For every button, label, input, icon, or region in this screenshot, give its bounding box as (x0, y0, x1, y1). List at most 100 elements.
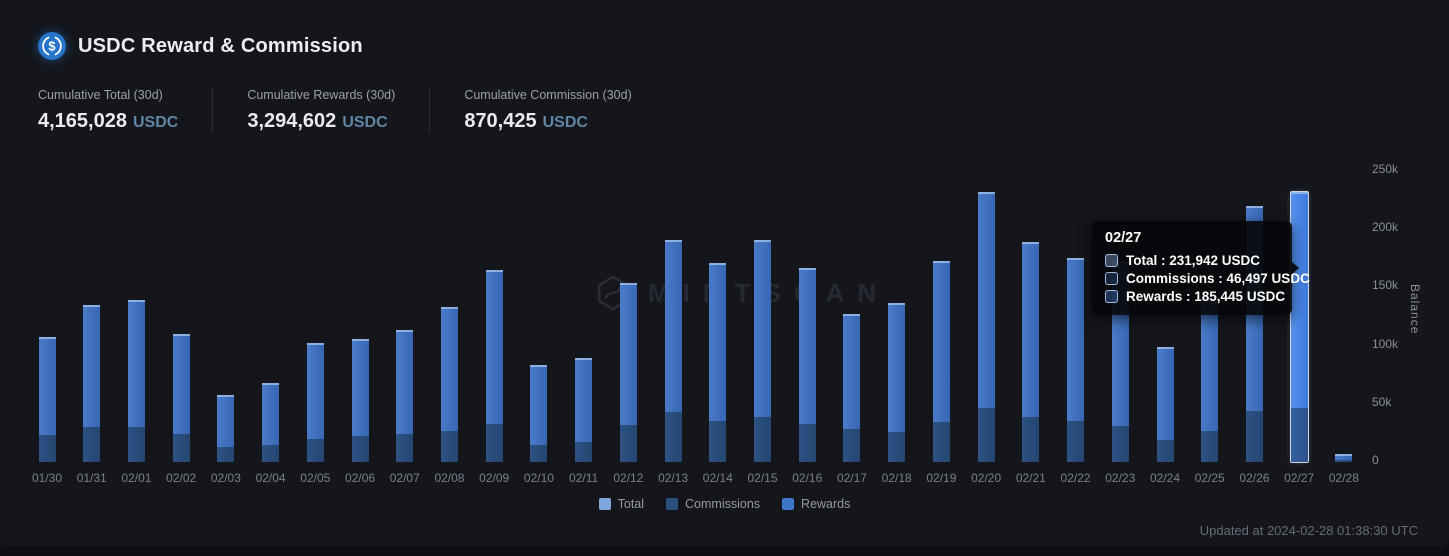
x-axis-label: 02/25 (1194, 471, 1225, 485)
legend-marker (598, 498, 611, 510)
chart-bar-0217[interactable] (843, 314, 861, 462)
commission-segment (932, 422, 950, 462)
legend-label: Total (617, 497, 645, 511)
stat-value: 3,294,602 (247, 110, 337, 132)
legend-marker (666, 498, 679, 510)
tooltip-row-total: Total : 231,942 USDC (1105, 253, 1279, 268)
commission-segment (1201, 430, 1219, 462)
chart-bar-0130[interactable] (38, 337, 56, 462)
chart-bar-0211[interactable] (575, 358, 593, 462)
x-axis-label: 02/28 (1328, 471, 1359, 485)
chart-bar-0215[interactable] (754, 239, 772, 462)
legend-item-commissions[interactable]: Commissions (666, 497, 760, 511)
chart-bar-0228[interactable] (1335, 453, 1353, 462)
chart-bar-0213[interactable] (664, 239, 682, 462)
commission-segment (1290, 407, 1308, 462)
stat-label: Cumulative Commission (30d) (464, 88, 632, 102)
y-axis-tick: 200k (1372, 220, 1399, 235)
commission-segment (217, 446, 235, 462)
commission-segment (396, 434, 414, 462)
x-axis-label: 02/05 (300, 471, 331, 485)
tooltip-series-marker (1105, 254, 1118, 267)
stat-value: 4,165,028 (38, 110, 127, 132)
chart-bar-0212[interactable] (619, 282, 637, 462)
commission-segment (530, 444, 548, 462)
commission-segment (1067, 421, 1085, 462)
stat-value: 870,425 (464, 110, 537, 132)
tooltip-series-marker (1105, 272, 1118, 285)
chart-bar-0210[interactable] (530, 365, 548, 462)
x-axis-label: 01/30 (31, 471, 63, 485)
stat-unit: USDC (342, 114, 388, 131)
chart-bar-0131[interactable] (83, 304, 101, 462)
legend-item-total[interactable]: Total (598, 497, 645, 511)
tooltip-row-rewards: Rewards : 185,445 USDC (1105, 289, 1285, 304)
chart-bar-0208[interactable] (440, 307, 458, 462)
commission-segment (172, 434, 190, 462)
y-axis-tick: 0 (1372, 453, 1379, 467)
x-axis-label: 02/14 (702, 471, 733, 485)
chart-bar-0209[interactable] (485, 269, 503, 462)
chart-bar-0225[interactable] (1201, 301, 1219, 462)
chart-bar-0221[interactable] (1022, 242, 1040, 462)
tooltip-series-marker (1105, 290, 1118, 303)
svg-text:$: $ (48, 39, 56, 54)
chart-bar-0201[interactable] (127, 300, 145, 462)
commission-segment (1335, 460, 1353, 462)
chart-bar-0204[interactable] (262, 382, 280, 462)
x-axis-label: 01/31 (76, 471, 107, 485)
y-axis-tick: 250k (1372, 162, 1399, 176)
commission-segment (351, 436, 369, 462)
commission-segment (1156, 439, 1174, 462)
chart-bar-0216[interactable] (798, 267, 816, 462)
x-axis-label: 02/12 (613, 471, 644, 485)
commission-segment (977, 408, 995, 462)
stat-cumulative-rewards: Cumulative Rewards (30d) 3,294,602 USDC (212, 88, 429, 133)
x-axis-label: 02/24 (1149, 471, 1181, 485)
tooltip-date: 02/27 (1105, 230, 1142, 246)
chart-bar-0219[interactable] (932, 260, 950, 462)
x-axis-label: 02/07 (389, 471, 420, 485)
chart-bar-0224[interactable] (1156, 346, 1174, 462)
chart-bar-0214[interactable] (709, 262, 727, 462)
y-axis-tick: 100k (1372, 336, 1399, 351)
chart-bar-0207[interactable] (396, 330, 414, 462)
commission-segment (262, 445, 280, 462)
commission-segment (664, 411, 682, 462)
commission-segment (619, 424, 637, 462)
x-axis-label: 02/17 (836, 471, 867, 485)
commission-segment (83, 427, 101, 462)
x-axis-label: 02/16 (792, 471, 823, 485)
x-axis-label: 02/06 (345, 471, 376, 485)
x-axis-label: 02/01 (121, 471, 152, 485)
commission-segment (1111, 425, 1129, 462)
chart-bar-0227[interactable] (1289, 191, 1309, 463)
header: $ USDC Reward & Commission (38, 32, 363, 60)
page-title: USDC Reward & Commission (78, 34, 363, 57)
stat-unit: USDC (542, 114, 588, 131)
x-axis-label: 02/04 (255, 471, 286, 485)
x-axis-label: 02/23 (1105, 471, 1136, 485)
commission-segment (306, 438, 324, 462)
x-axis-label: 02/15 (747, 471, 778, 485)
chart-bar-0205[interactable] (306, 343, 324, 462)
stat-cumulative-commission: Cumulative Commission (30d) 870,425 USDC (429, 88, 665, 133)
x-axis-label: 02/10 (523, 471, 554, 485)
stat-label: Cumulative Rewards (30d) (247, 88, 396, 102)
x-axis-label: 02/11 (569, 471, 599, 485)
chart-bar-0206[interactable] (351, 338, 369, 462)
commission-segment (1245, 410, 1263, 462)
chart-bar-0222[interactable] (1067, 258, 1085, 462)
legend-item-rewards[interactable]: Rewards (782, 497, 850, 511)
chart-bar-0202[interactable] (172, 333, 190, 462)
chart-bar-0203[interactable] (217, 394, 235, 462)
x-axis-label: 02/19 (926, 471, 957, 485)
stats-row: Cumulative Total (30d) 4,165,028 USDC Cum… (38, 88, 666, 133)
chart-bar-0220[interactable] (977, 191, 995, 462)
usdc-icon: $ (38, 32, 66, 60)
stat-label: Cumulative Total (30d) (38, 88, 163, 102)
x-axis-label: 02/03 (210, 471, 241, 485)
stat-unit: USDC (132, 114, 179, 131)
x-axis-label: 02/08 (434, 471, 465, 485)
chart-bar-0218[interactable] (888, 302, 906, 462)
